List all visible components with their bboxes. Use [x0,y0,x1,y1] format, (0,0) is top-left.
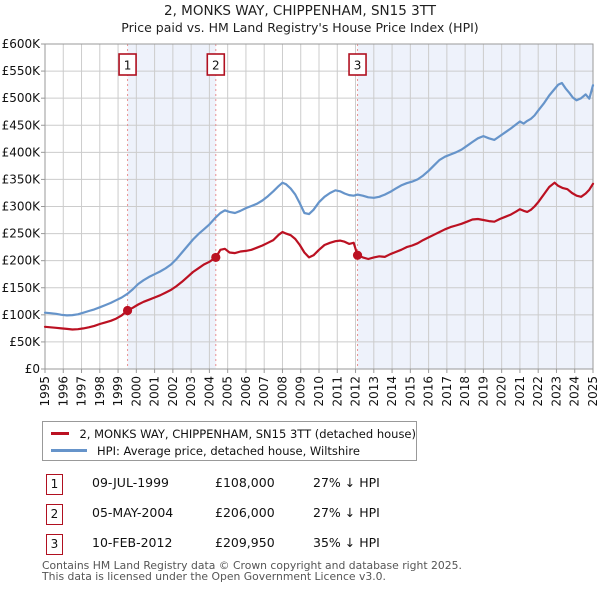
legend-swatch-property-line [51,432,70,435]
legend-label-property: 2, MONKS WAY, CHIPPENHAM, SN15 3TT (deta… [79,426,416,441]
transaction-hpi-diff: 35% ↓ HPI [313,535,380,550]
x-axis-year-label: 2023 [549,376,563,407]
marker-number-box [206,53,226,76]
page-title: 2, MONKS WAY, CHIPPENHAM, SN15 3TT [164,3,436,19]
transactions-table: 1 09-JUL-1999 £108,000 27% ↓ HPI 2 05-MAY-200… [42,474,562,564]
footer-licence-line: This data is licensed under the Open Gov… [42,570,386,584]
x-axis-year-label: 2000 [129,376,143,407]
transaction-number-badge: 2 [46,504,63,525]
x-axis-year-label: 2010 [312,376,326,407]
x-axis-year-label: 2008 [275,376,289,407]
x-axis-year-label: 2021 [513,376,527,407]
x-axis-year-label: 2013 [367,376,381,407]
y-axis-tick-label: £0 [25,362,40,376]
x-axis-year-label: 1999 [111,376,125,407]
transaction-date: 10-FEB-2012 [92,535,173,550]
transaction-row: 3 10-FEB-2012 £209,950 35% ↓ HPI [42,534,562,564]
price-history-chart: £600K £550K £500K £450K £400K £350K £300K £250K… [2,38,600,407]
plot-border [44,43,594,370]
y-axis-tick-label: £350K [2,172,42,186]
x-axis-year-label: 1996 [56,376,70,407]
marker-number-box [118,53,137,76]
page-subtitle: Price paid vs. HM Land Registry's House … [121,20,479,35]
y-axis-tick-label: £100K [2,308,42,322]
transaction-hpi-diff: 27% ↓ HPI [313,505,380,520]
y-axis-tick-label: £250K [2,227,42,241]
legend-item-property: 2, MONKS WAY, CHIPPENHAM, SN15 3TT (deta… [43,425,416,442]
x-axis-year-label: 2019 [476,376,490,407]
x-axis-year-label: 2007 [257,376,271,407]
x-axis-year-label: 2011 [330,376,344,407]
transaction-point-1 [122,305,133,316]
series-line-property [43,181,595,331]
transaction-date: 05-MAY-2004 [92,505,174,520]
x-axis-year-label: 2006 [239,376,253,407]
x-axis-year-label: 2016 [422,376,436,407]
x-axis-year-label: 2002 [166,376,180,407]
series-line-hpi [43,81,595,317]
marker-number-label: 2 [212,59,220,73]
transaction-number-badge: 3 [46,534,63,555]
transaction-number-badge: 1 [46,474,63,495]
y-axis-tick-label: £400K [2,145,42,159]
transaction-price: £209,950 [215,535,275,550]
x-axis-year-label: 2003 [184,376,198,407]
x-axis-year-label: 2024 [568,376,582,407]
y-axis-tick-label: £50K [9,335,41,349]
marker-number-box [348,53,367,76]
y-axis-tick-label: £450K [2,118,42,132]
legend-swatch-hpi-line [51,449,87,452]
transaction-date: 09-JUL-1999 [92,475,170,490]
x-axis-year-label: 1997 [75,376,89,407]
x-axis-year-label: 2015 [403,376,417,407]
transaction-price: £206,000 [215,505,275,520]
x-axis-year-label: 2022 [531,376,545,407]
transaction-price: £108,000 [215,475,275,490]
legend-item-hpi: HPI: Average price, detached house, Wilt… [43,442,416,459]
x-axis-year-label: 2001 [148,376,162,407]
transaction-row: 2 05-MAY-2004 £206,000 27% ↓ HPI [42,504,562,534]
chart-legend: 2, MONKS WAY, CHIPPENHAM, SN15 3TT (deta… [42,421,417,461]
transaction-hpi-diff: 27% ↓ HPI [313,475,380,490]
y-axis-tick-label: £550K [2,64,42,78]
legend-label-hpi: HPI: Average price, detached house, Wilt… [97,443,360,458]
transaction-row: 1 09-JUL-1999 £108,000 27% ↓ HPI [42,474,562,504]
y-axis-tick-label: £500K [2,91,42,105]
transaction-point-2 [211,252,221,263]
x-axis-year-label: 2025 [586,376,600,407]
y-axis-tick-label: £150K [2,281,42,295]
x-axis-year-label: 2012 [349,376,363,407]
marker-number-label: 3 [354,59,362,73]
licence-footer: Contains HM Land Registry data © Crown c… [42,560,598,583]
x-axis-year-label: 2009 [294,376,308,407]
marker-number-label: 1 [124,59,132,73]
footer-copyright-line: Contains HM Land Registry data © Crown c… [42,559,462,572]
y-axis-tick-label: £300K [2,200,42,214]
x-axis-year-label: 1995 [38,376,52,407]
x-axis-year-label: 2014 [385,376,399,407]
y-axis-tick-label: £600K [2,38,42,51]
x-axis-year-label: 2020 [495,376,509,407]
x-axis-year-label: 2005 [221,376,235,407]
x-axis-year-label: 2017 [440,376,454,407]
transaction-point-3 [352,250,363,260]
y-axis-tick-label: £200K [2,254,42,268]
x-axis-year-label: 2018 [458,376,472,407]
x-axis-year-label: 2004 [202,376,216,407]
x-axis-year-label: 1998 [93,376,107,407]
